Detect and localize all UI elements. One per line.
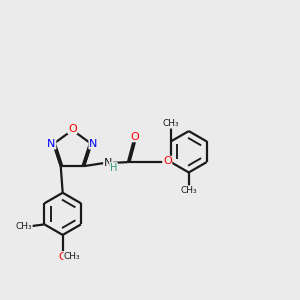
- Text: O: O: [68, 124, 77, 134]
- Text: O: O: [58, 252, 67, 262]
- Text: CH₃: CH₃: [15, 222, 32, 231]
- Text: N: N: [89, 139, 98, 149]
- Text: CH₃: CH₃: [181, 186, 197, 195]
- Text: CH₃: CH₃: [163, 119, 179, 128]
- Text: H: H: [110, 163, 117, 173]
- Text: O: O: [163, 156, 172, 166]
- Text: O: O: [131, 132, 140, 142]
- Text: N: N: [104, 158, 112, 168]
- Text: CH₃: CH₃: [64, 252, 81, 261]
- Text: N: N: [47, 139, 56, 149]
